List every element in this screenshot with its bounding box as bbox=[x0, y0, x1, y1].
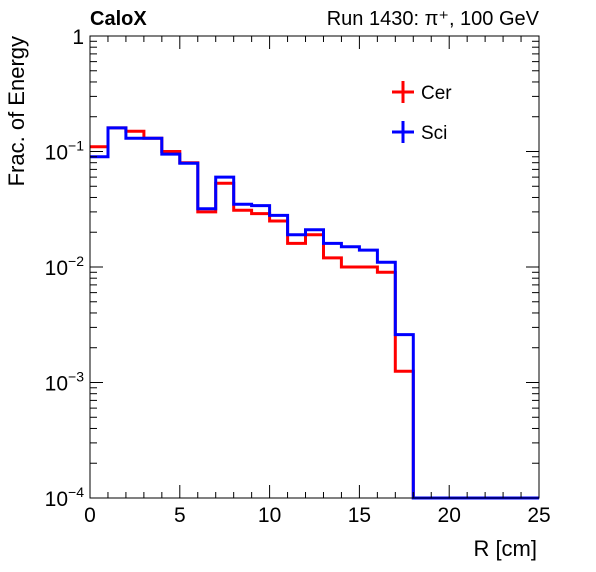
x-tick-label: 25 bbox=[527, 504, 550, 527]
y-tick-labels: 10−4 10−3 10−2 10−1 1 bbox=[45, 26, 85, 511]
experiment-label: CaloX bbox=[90, 8, 147, 30]
legend-label-sci: Sci bbox=[421, 123, 447, 144]
series-line-cer bbox=[90, 126, 539, 500]
y-tick-label: 10−2 bbox=[45, 253, 85, 280]
run-info-label: Run 1430: π⁺, 100 GeV bbox=[327, 8, 540, 30]
x-tick-label: 15 bbox=[348, 504, 371, 527]
plot-frame bbox=[89, 35, 540, 499]
y-tick-label: 10−4 bbox=[45, 484, 85, 511]
series-layer bbox=[90, 126, 539, 500]
y-tick-label: 10−3 bbox=[45, 369, 85, 396]
x-tick-labels: 0 5 10 15 20 25 bbox=[84, 504, 551, 527]
series-line-sci bbox=[90, 126, 539, 500]
ticks-layer bbox=[89, 35, 540, 499]
y-tick-label: 10−1 bbox=[45, 138, 85, 165]
legend: Cer Sci bbox=[392, 81, 452, 144]
legend-label-cer: Cer bbox=[421, 83, 452, 104]
y-tick-label: 1 bbox=[72, 26, 84, 49]
x-axis-title: R [cm] bbox=[473, 536, 537, 561]
x-tick-label: 0 bbox=[84, 504, 96, 527]
y-axis-title: Frac. of Energy bbox=[4, 36, 29, 186]
x-tick-label: 20 bbox=[438, 504, 461, 527]
x-tick-label: 5 bbox=[174, 504, 186, 527]
x-tick-label: 10 bbox=[258, 504, 281, 527]
